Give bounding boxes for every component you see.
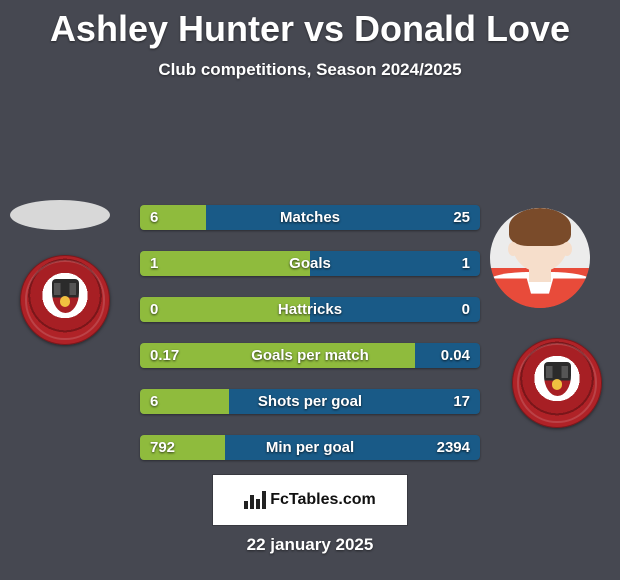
chart-icon [244,491,266,509]
stat-label: Hattricks [140,297,480,322]
brand-text: FcTables.com [270,491,376,509]
player-right-crest [512,338,602,428]
page-title: Ashley Hunter vs Donald Love [0,0,620,50]
player-left-crest [20,255,110,345]
stat-bars: 625Matches 11Goals 00Hattricks 0.170.04Goal… [140,205,480,481]
player-left-avatar [10,200,110,230]
stat-bar: 625Matches [140,205,480,230]
stat-label: Goals [140,251,480,276]
stat-label: Shots per goal [140,389,480,414]
stat-label: Min per goal [140,435,480,460]
brand-footer: FcTables.com [213,475,407,525]
stat-label: Matches [140,205,480,230]
stat-bar: 7922394Min per goal [140,435,480,460]
stat-bar: 0.170.04Goals per match [140,343,480,368]
stat-label: Goals per match [140,343,480,368]
player-right-avatar [490,208,590,308]
date-text: 22 january 2025 [0,535,620,555]
page-subtitle: Club competitions, Season 2024/2025 [0,60,620,80]
comparison-card: { "title": "Ashley Hunter vs Donald Love… [0,0,620,580]
stat-bar: 617Shots per goal [140,389,480,414]
stat-bar: 11Goals [140,251,480,276]
stat-bar: 00Hattricks [140,297,480,322]
